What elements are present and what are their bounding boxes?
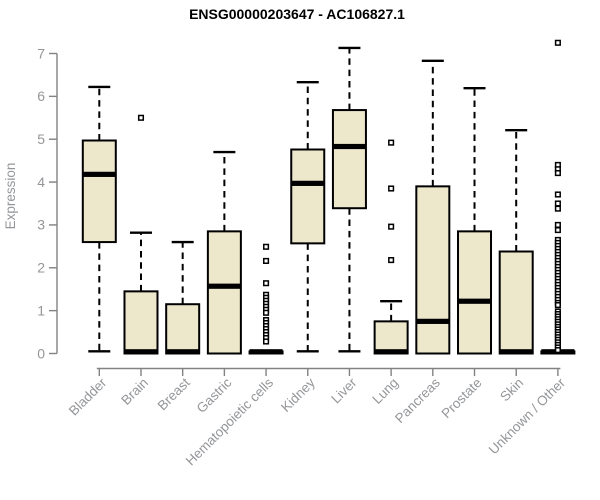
outlier-point <box>554 221 561 228</box>
median-line <box>124 349 158 355</box>
outlier-point <box>388 223 395 230</box>
x-category-label: Unknown / Other <box>486 375 569 458</box>
y-tick-label: 2 <box>37 260 45 276</box>
iqr-box <box>331 109 367 210</box>
median-line <box>249 349 283 355</box>
box-group <box>123 114 159 355</box>
box-group <box>540 39 576 355</box>
outlier-point <box>554 191 561 198</box>
outlier-point <box>263 257 270 264</box>
box-group <box>415 59 451 355</box>
median-line <box>291 180 325 186</box>
outlier-point <box>263 309 270 316</box>
box-group <box>165 240 201 355</box>
box-group <box>206 150 242 355</box>
y-tick-label: 6 <box>37 88 45 104</box>
median-line <box>166 349 200 355</box>
median-line <box>416 318 450 324</box>
median-line <box>332 143 366 150</box>
y-tick-label: 4 <box>37 174 45 190</box>
outlier-point <box>388 139 395 146</box>
outlier-point <box>554 347 561 354</box>
iqr-box <box>415 185 451 355</box>
box-group <box>290 81 326 353</box>
outlier-point <box>263 243 270 250</box>
iqr-box <box>123 290 159 355</box>
y-tick-label: 1 <box>37 302 45 318</box>
iqr-box <box>165 303 201 355</box>
x-category-label: Pancreas <box>392 375 443 426</box>
iqr-box <box>206 230 242 355</box>
boxplot-series <box>81 39 576 355</box>
iqr-box <box>290 148 326 245</box>
x-category-label: Brain <box>118 375 151 408</box>
box-group <box>331 46 367 353</box>
x-category-label: Kidney <box>278 375 318 415</box>
box-group <box>373 139 409 355</box>
outlier-point <box>554 205 561 212</box>
median-line <box>207 283 241 289</box>
outlier-point <box>554 302 561 309</box>
outlier-point <box>388 257 395 264</box>
y-tick-label: 7 <box>37 45 45 61</box>
outlier-point <box>137 114 145 121</box>
y-tick-label: 5 <box>37 131 45 147</box>
box-group <box>498 129 534 355</box>
outlier-point <box>554 170 561 177</box>
box-group <box>81 85 117 353</box>
iqr-box <box>81 139 117 244</box>
x-category-label: Bladder <box>66 375 110 419</box>
median-line <box>499 349 533 355</box>
iqr-box <box>498 250 534 355</box>
median-line <box>458 298 492 304</box>
median-line <box>82 171 116 177</box>
chart-title: ENSG00000203647 - AC106827.1 <box>189 6 405 22</box>
x-category-label: Prostate <box>438 375 484 421</box>
outlier-point <box>554 39 561 46</box>
outlier-point <box>263 338 270 345</box>
y-axis: 0 1 2 3 4 5 6 7 <box>37 45 58 361</box>
outlier-point <box>388 185 395 192</box>
x-category-label: Lung <box>369 375 401 407</box>
x-category-label: Breast <box>155 375 193 413</box>
iqr-box <box>373 320 409 355</box>
outlier-point <box>554 227 561 234</box>
outlier-point <box>263 280 270 287</box>
x-category-label: Liver <box>328 375 360 407</box>
iqr-box <box>457 230 493 355</box>
x-category-label: Skin <box>497 375 526 404</box>
y-tick-label: 3 <box>37 217 45 233</box>
box-group <box>457 87 493 355</box>
median-line <box>374 349 408 355</box>
y-axis-title: Expression <box>3 163 18 230</box>
x-category-label: Gastric <box>194 375 235 416</box>
box-group <box>248 243 284 355</box>
y-tick-label: 0 <box>37 345 45 361</box>
outlier-point <box>554 200 561 207</box>
